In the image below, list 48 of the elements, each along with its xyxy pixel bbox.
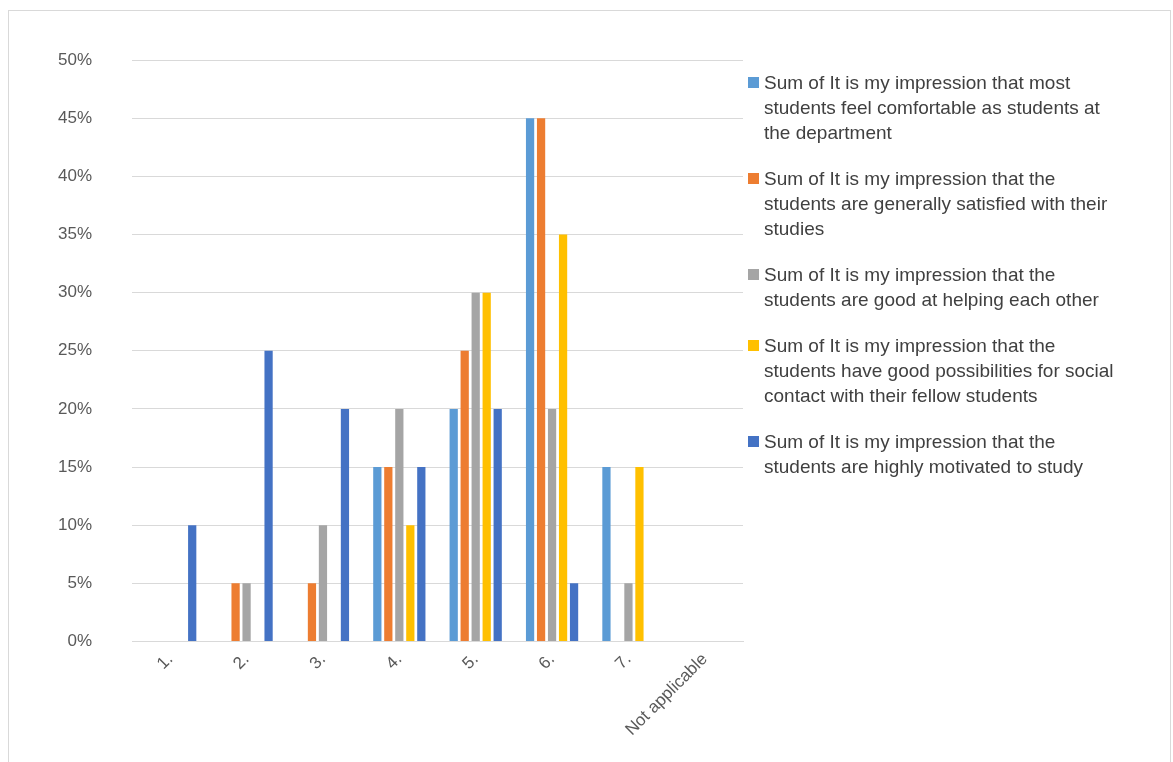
bar — [482, 292, 491, 641]
legend-label: Sum of It is my impression that most students feel comfortable as students at the department — [764, 71, 1101, 145]
bar — [635, 467, 644, 641]
y-tick-label: 50% — [57, 49, 93, 69]
bar — [384, 467, 393, 641]
bar — [373, 467, 382, 641]
x-tick-label: 1. — [152, 649, 177, 673]
legend-label: Sum of It is my impression that the students are highly motivated to study — [764, 430, 1084, 479]
bar — [493, 408, 502, 641]
bar — [602, 467, 611, 641]
x-tick-label: 6. — [534, 649, 559, 673]
y-tick-label: 40% — [57, 166, 93, 186]
bar — [242, 583, 251, 641]
y-tick-label: 0% — [67, 631, 93, 651]
bar — [460, 350, 469, 641]
legend-label: Sum of It is my impression that the students are generally satisfied with their studies — [764, 167, 1109, 241]
y-tick-label: 30% — [57, 282, 93, 302]
legend-label: Sum of It is my impression that the students are good at helping each other — [764, 263, 1100, 312]
x-tick-label: 2. — [229, 649, 253, 673]
x-tick-label: 7. — [611, 649, 635, 673]
bar — [307, 583, 317, 641]
bar — [318, 525, 328, 641]
x-tick-label: 4. — [382, 649, 406, 673]
y-tick-label: 10% — [57, 514, 93, 534]
bar — [558, 234, 568, 641]
y-tick-label: 20% — [57, 398, 93, 418]
bar — [525, 118, 535, 641]
bar — [417, 467, 426, 641]
y-tick-label: 35% — [57, 224, 93, 244]
bar — [547, 408, 557, 641]
y-tick-label: 5% — [67, 572, 93, 592]
bar — [624, 583, 633, 641]
bar — [231, 583, 240, 641]
x-tick-label: 5. — [458, 649, 482, 673]
x-tick-label: 3. — [305, 649, 330, 673]
y-tick-label: 15% — [57, 456, 93, 476]
legend-label: Sum of It is my impression that the students have good possibilities for social contact with their fellow students — [764, 334, 1115, 408]
bar — [536, 118, 546, 641]
bar — [406, 525, 415, 641]
bar — [569, 583, 579, 641]
y-tick-label: 45% — [57, 108, 93, 128]
y-tick-label: 25% — [57, 340, 93, 360]
bar — [471, 292, 480, 641]
bar — [264, 350, 273, 641]
bar — [395, 408, 404, 641]
bar — [340, 408, 350, 641]
bar — [188, 525, 197, 641]
bar — [449, 408, 458, 641]
